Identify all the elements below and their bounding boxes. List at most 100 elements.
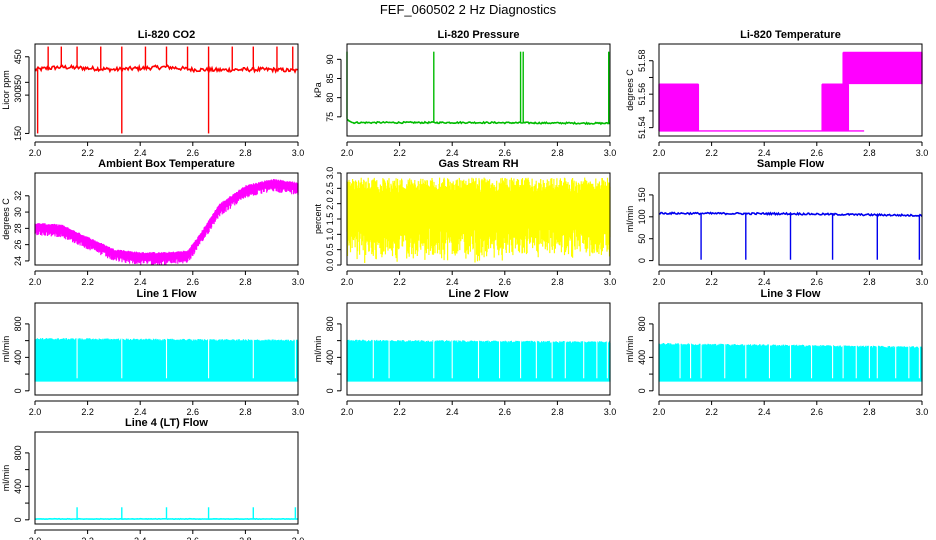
- series-band: [34, 179, 299, 265]
- chart-panel-5: Gas Stream RH 2.0 2.2 2.4 2.6 2.8 3.0 0.0 0.5 1.0…: [313, 158, 616, 287]
- y-tick-label: 3.0: [325, 167, 335, 180]
- chart-series-1: [34, 46, 299, 134]
- y-tick-label: 51.56: [637, 83, 647, 106]
- x-tick-label: 3.0: [916, 148, 929, 158]
- y-axis-label: ml/min: [313, 336, 323, 363]
- y-tick-label: 0: [637, 258, 647, 263]
- x-tick-label: 2.4: [134, 148, 147, 158]
- x-tick-label: 2.0: [341, 148, 354, 158]
- chart-title: Line 1 Flow: [137, 288, 197, 300]
- y-axis-label: ml/min: [625, 336, 635, 363]
- y-tick-label: 1.5: [325, 213, 335, 226]
- x-tick-label: 2.6: [811, 148, 824, 158]
- series-block: [842, 52, 923, 85]
- x-tick-label: 2.6: [499, 148, 512, 158]
- y-tick-label: 300: [13, 88, 23, 103]
- y-tick-label: 0.5: [325, 243, 335, 256]
- plot-frame: [346, 172, 611, 266]
- chart-title: Li-820 Pressure: [438, 29, 520, 41]
- plot-frame: [34, 431, 299, 525]
- x-tick-label: 2.0: [29, 407, 42, 417]
- x-tick-label: 2.6: [811, 277, 824, 287]
- chart-series-2: [346, 51, 611, 126]
- chart-panel-7: Line 1 Flow 2.0 2.2 2.4 2.6 2.8 3.0 0 400 800ml/m…: [1, 288, 304, 417]
- chart-panel-2: Li-820 Pressure 2.0 2.2 2.4 2.6 2.8 3.0 75 80 85 9…: [313, 29, 616, 158]
- x-tick-label: 3.0: [604, 407, 617, 417]
- chart-title: Gas Stream RH: [438, 158, 518, 170]
- x-tick-label: 2.6: [499, 407, 512, 417]
- y-tick-label: 0: [637, 388, 647, 393]
- plot-frame: [34, 43, 299, 137]
- x-tick-label: 2.2: [393, 407, 406, 417]
- x-tick-label: 2.8: [239, 277, 252, 287]
- x-tick-label: 2.2: [393, 148, 406, 158]
- y-tick-label: 100: [637, 209, 647, 224]
- x-tick-label: 2.0: [29, 277, 42, 287]
- chart-series-9: [658, 342, 923, 382]
- x-tick-label: 2.0: [653, 277, 666, 287]
- x-tick-label: 2.0: [29, 536, 42, 540]
- x-tick-label: 2.8: [551, 277, 564, 287]
- y-tick-label: 400: [13, 350, 23, 365]
- chart-title: Li-820 CO2: [138, 29, 195, 41]
- y-tick-label: 800: [637, 316, 647, 331]
- x-tick-label: 2.8: [239, 148, 252, 158]
- chart-series-5: [346, 177, 611, 263]
- y-axis-label: ml/min: [1, 465, 11, 492]
- plot-frame: [658, 172, 923, 266]
- plot-frame: [346, 43, 611, 137]
- x-tick-label: 2.6: [499, 277, 512, 287]
- series-line: [346, 118, 611, 126]
- x-tick-label: 2.6: [187, 148, 200, 158]
- x-tick-label: 2.6: [187, 277, 200, 287]
- x-tick-label: 2.2: [705, 407, 718, 417]
- x-tick-label: 2.2: [81, 407, 94, 417]
- x-tick-label: 2.8: [239, 407, 252, 417]
- series-band: [346, 177, 611, 263]
- y-tick-label: 24: [13, 256, 23, 266]
- y-tick-label: 26: [13, 240, 23, 250]
- y-tick-label: 51.54: [637, 116, 647, 139]
- y-tick-label: 0.0: [325, 259, 335, 272]
- chart-series-3: [658, 51, 923, 132]
- x-tick-label: 2.4: [758, 407, 771, 417]
- series-block: [821, 84, 850, 131]
- chart-title: Li-820 Temperature: [740, 29, 841, 41]
- x-tick-label: 2.8: [863, 277, 876, 287]
- chart-panel-9: Line 3 Flow 2.0 2.2 2.4 2.6 2.8 3.0 0 400 800ml/m…: [625, 288, 928, 417]
- chart-panel-8: Line 2 Flow 2.0 2.2 2.4 2.6 2.8 3.0 0 400 800ml/m…: [313, 288, 616, 417]
- y-axis-label: ml/min: [625, 206, 635, 233]
- y-tick-label: 400: [637, 350, 647, 365]
- x-tick-label: 2.4: [134, 277, 147, 287]
- chart-panel-6: Sample Flow 2.0 2.2 2.4 2.6 2.8 3.0 0 50 100 150ml…: [625, 158, 928, 287]
- y-axis-label: degrees C: [1, 198, 11, 240]
- x-tick-label: 2.2: [81, 148, 94, 158]
- plot-frame: [658, 302, 923, 396]
- y-tick-label: 800: [325, 316, 335, 331]
- plot-frame: [34, 172, 299, 266]
- x-tick-label: 2.4: [134, 536, 147, 540]
- x-tick-label: 3.0: [604, 277, 617, 287]
- y-tick-label: 0: [13, 517, 23, 522]
- x-tick-label: 3.0: [604, 148, 617, 158]
- y-tick-label: 51.58: [637, 49, 647, 72]
- y-tick-label: 90: [325, 54, 335, 64]
- chart-title: Line 4 (LT) Flow: [125, 417, 208, 429]
- y-tick-label: 800: [13, 316, 23, 331]
- plot-frame: [346, 302, 611, 396]
- chart-title: Ambient Box Temperature: [98, 158, 235, 170]
- chart-panel-4: Ambient Box Temperature 2.0 2.2 2.4 2.6 2.8 3.…: [1, 158, 304, 287]
- chart-panel-3: Li-820 Temperature 2.0 2.2 2.4 2.6 2.8 3.0 51.5…: [625, 29, 928, 158]
- plot-frame: [658, 43, 923, 137]
- x-tick-label: 2.0: [29, 148, 42, 158]
- plot-frame: [34, 302, 299, 396]
- x-tick-label: 2.6: [811, 407, 824, 417]
- y-axis-label: percent: [313, 203, 323, 234]
- y-tick-label: 400: [13, 479, 23, 494]
- x-tick-label: 2.8: [863, 407, 876, 417]
- y-tick-label: 30: [13, 207, 23, 217]
- chart-series-8: [346, 338, 611, 382]
- series-block: [658, 84, 700, 131]
- y-tick-label: 400: [325, 350, 335, 365]
